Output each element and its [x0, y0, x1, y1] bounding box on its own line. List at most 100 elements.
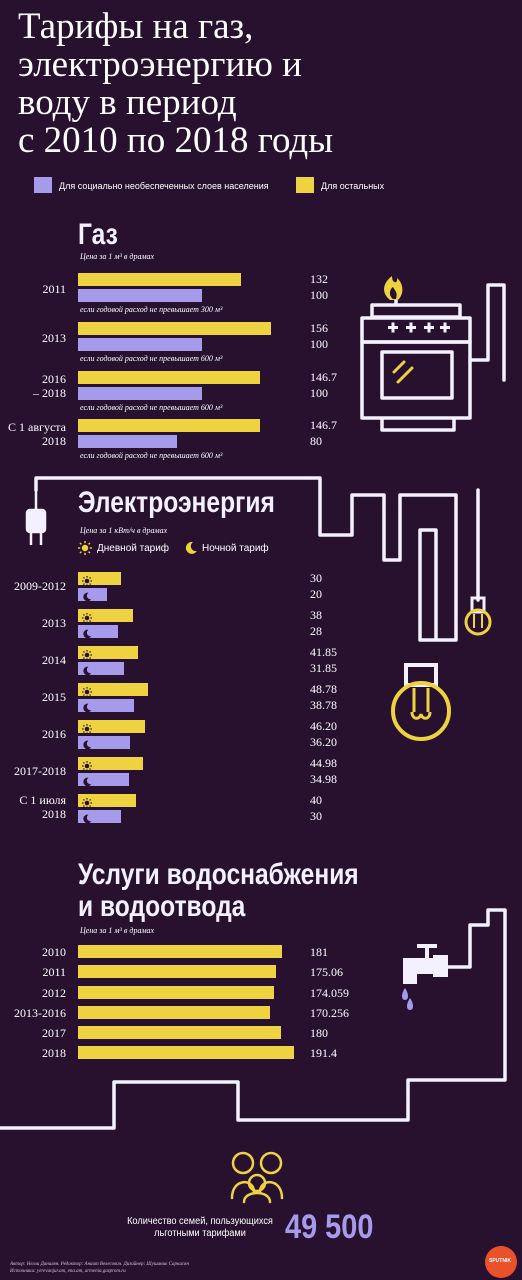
electricity-bar-night	[78, 699, 134, 713]
moon-icon	[82, 700, 92, 718]
electricity-category-label: 2009-2012	[0, 579, 66, 593]
gas-category-label-line: 2013	[42, 331, 66, 345]
title-line: воду в период	[18, 82, 237, 123]
water-category-label: 2011	[42, 965, 66, 979]
electricity-bar-night	[78, 810, 122, 824]
night-tariff-label: Ночной тариф	[202, 543, 269, 554]
electricity-value-label: 44.98	[310, 756, 337, 770]
electricity-category-label-line: 2018	[42, 807, 66, 821]
water-category-label: 2017	[42, 1026, 66, 1040]
gas-consumption-note: если годовой расход не превышает 600 м³	[80, 451, 223, 460]
electricity-bar-day	[78, 609, 133, 623]
water-value-label: 181	[310, 945, 328, 959]
electricity-bar-night	[78, 773, 129, 787]
sun-icon	[82, 721, 92, 739]
electricity-category-label-line: С 1 июля	[19, 793, 66, 807]
moon-icon	[82, 626, 92, 644]
gas-bar-social	[78, 435, 178, 448]
gas-bar-others	[78, 419, 260, 432]
water-pipe	[0, 908, 507, 1130]
gas-consumption-note: если годовой расход не превышает 300 м³	[80, 305, 223, 314]
electricity-bar-day	[78, 683, 149, 697]
electricity-category-label-line: 2009-2012	[14, 579, 66, 593]
electricity-bar-night	[78, 588, 107, 602]
gas-category-label: 2011	[0, 282, 66, 296]
electricity-bar-night	[78, 625, 119, 639]
electricity-value-label: 31.85	[310, 661, 337, 675]
electricity-value-label: 28	[310, 624, 322, 638]
legend-label-others: Для остальных	[321, 181, 385, 191]
electricity-value-label: 46.20	[310, 719, 337, 733]
gas-unit-label: Цена за 1 м³ в драмах	[80, 252, 155, 261]
sun-icon	[78, 541, 92, 555]
electricity-value-label: 30	[310, 571, 322, 585]
gas-category-label: С 1 августа 2018	[0, 420, 66, 448]
moon-icon	[185, 541, 197, 554]
families-count: 49 500	[285, 1208, 374, 1246]
gas-bar-others	[78, 322, 272, 335]
electricity-category-label-line: 2016	[42, 727, 66, 741]
electricity-category-label: 2014	[0, 653, 66, 667]
electricity-value-label: 34.98	[310, 772, 337, 786]
families-label-line2: льготными тарифами	[154, 1228, 246, 1239]
sun-icon	[82, 758, 92, 776]
gas-category-label-line: 2011	[42, 282, 66, 296]
water-section-title-line2: и водоотвода	[78, 890, 246, 923]
electricity-bar-day	[78, 572, 122, 586]
gas-bar-others	[78, 371, 260, 384]
large-bulb-icon	[391, 663, 451, 741]
electricity-category-label: 2013	[0, 616, 66, 630]
electricity-value-label: 38	[310, 608, 322, 622]
electricity-value-label: 41.85	[310, 645, 337, 659]
electric-wire	[34, 476, 458, 642]
water-value-label: 175.06	[310, 965, 343, 979]
water-value-label: 170.256	[310, 1006, 349, 1020]
gas-value-label: 146.7	[310, 370, 337, 384]
gas-value-label: 156	[310, 321, 328, 335]
small-bulb-icon	[464, 596, 492, 636]
electricity-bar-day	[78, 757, 143, 771]
water-bar	[78, 1046, 294, 1059]
plug-icon	[25, 490, 47, 545]
sun-icon	[82, 795, 92, 813]
water-value-label: 191.4	[310, 1046, 337, 1060]
sun-icon	[82, 684, 92, 702]
stove-icon	[360, 300, 472, 432]
water-bar	[78, 965, 276, 978]
sun-icon	[82, 647, 92, 665]
footer-sources: Источники: yerevanjur.am, ena.am, armeni…	[10, 1269, 126, 1274]
gas-category-label-line: – 2018	[33, 386, 66, 400]
water-category-label: 2018	[42, 1046, 66, 1060]
day-tariff-label: Дневной тариф	[97, 543, 170, 554]
moon-icon	[82, 589, 92, 607]
gas-consumption-note: если годовой расход не превышает 600 м³	[80, 354, 223, 363]
moon-icon	[82, 811, 92, 829]
electricity-category-label: 2017-2018	[0, 764, 66, 778]
sun-icon	[82, 573, 92, 591]
legend-swatch-others	[296, 177, 314, 193]
water-unit-label: Цена за 1 м³ в драмах	[80, 926, 155, 935]
electricity-value-label: 40	[310, 793, 322, 807]
electricity-unit-label: Цена за 1 кВт/ч в драмах	[80, 526, 168, 535]
gas-value-label: 100	[310, 288, 328, 302]
gas-section-title: Газ	[78, 218, 118, 251]
water-section-title-line1: Услуги водоснабжения	[78, 858, 359, 891]
gas-consumption-note: если годовой расход не превышает 600 м³	[80, 403, 223, 412]
electricity-value-label: 48.78	[310, 682, 337, 696]
water-bar	[78, 1026, 282, 1039]
flame-icon	[384, 276, 403, 300]
water-value-label: 174.059	[310, 986, 349, 1000]
gas-bar-social	[78, 387, 202, 400]
gas-category-label-line: С 1 августа	[8, 420, 66, 434]
families-label: Количество семей, пользующихся льготными…	[126, 1216, 273, 1240]
gas-bar-social	[78, 338, 202, 351]
electricity-bar-day	[78, 794, 136, 808]
gas-category-label: 2013	[0, 331, 66, 345]
electricity-category-label-line: 2014	[42, 653, 66, 667]
gas-value-label: 80	[310, 434, 322, 448]
water-bar	[78, 986, 275, 999]
water-value-label: 180	[310, 1026, 328, 1040]
moon-icon	[82, 663, 92, 681]
gas-value-label: 100	[310, 386, 328, 400]
